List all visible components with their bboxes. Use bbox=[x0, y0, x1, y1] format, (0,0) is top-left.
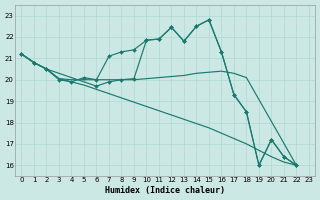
X-axis label: Humidex (Indice chaleur): Humidex (Indice chaleur) bbox=[105, 186, 225, 195]
